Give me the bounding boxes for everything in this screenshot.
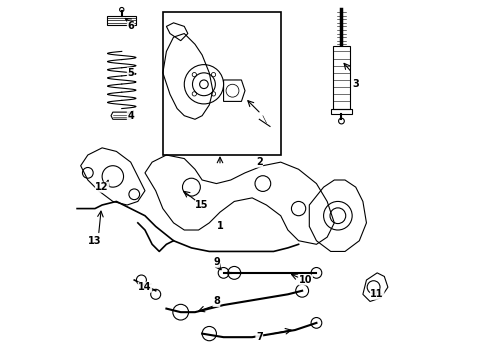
Text: 9: 9 bbox=[213, 257, 220, 267]
Text: 15: 15 bbox=[196, 200, 209, 210]
Bar bbox=[163, 12, 281, 155]
Text: 11: 11 bbox=[370, 289, 384, 299]
Text: 1: 1 bbox=[217, 221, 223, 231]
Text: 7: 7 bbox=[256, 332, 263, 342]
Text: 3: 3 bbox=[352, 78, 359, 89]
Text: 10: 10 bbox=[299, 275, 313, 285]
Text: 2: 2 bbox=[256, 157, 263, 167]
Text: 6: 6 bbox=[127, 21, 134, 31]
Text: 13: 13 bbox=[88, 236, 102, 246]
Text: 12: 12 bbox=[96, 182, 109, 192]
Bar bbox=[331, 109, 352, 114]
Text: 4: 4 bbox=[127, 111, 134, 121]
Text: 14: 14 bbox=[138, 282, 152, 292]
Bar bbox=[333, 46, 350, 109]
Text: 8: 8 bbox=[213, 296, 220, 306]
Text: 5: 5 bbox=[127, 68, 134, 78]
